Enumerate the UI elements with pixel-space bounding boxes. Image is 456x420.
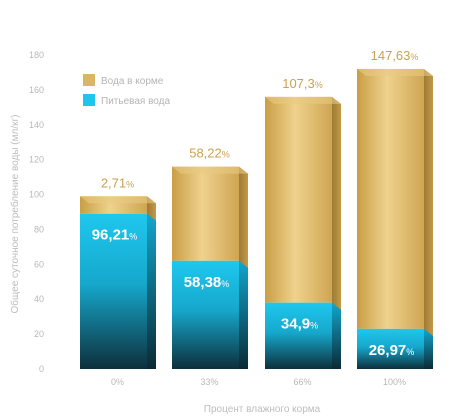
legend: Вода в корме Питьевая вода [83,74,170,107]
data-label-food-water: 107,3% [282,76,323,91]
bar-food-water-top [172,166,248,174]
bar-drinking-water [80,213,147,369]
data-label-drinking-water: 96,21% [92,227,138,244]
bar-group: 58,22% 58,38% [172,146,248,369]
bar-drinking-water-side [424,328,433,369]
y-tick-label: 0 [39,364,44,374]
bar-drinking-water-side [332,302,341,369]
bar-drinking-water [172,260,239,369]
data-label-food-water: 58,22% [189,146,230,161]
x-axis-ticks: 0% 33% 66% 100% [111,377,406,387]
data-label-food-water: 147,63% [371,48,419,63]
bar-group: 107,3% 34,9% [265,76,341,369]
y-tick-label: 140 [29,120,44,130]
y-tick-label: 80 [34,224,44,234]
bar-food-water [357,68,424,329]
bar-group: 147,63% 26,97% [357,48,433,369]
data-label-drinking-water: 34,9% [281,316,318,333]
legend-swatch-drinking-water [83,94,95,106]
y-tick-label: 20 [34,329,44,339]
y-axis-ticks: 0 20 40 60 80 100 120 140 160 180 [29,50,44,374]
data-label-food-water: 2,71% [101,175,134,190]
x-axis-title: Процент влажного корма [204,404,321,415]
bar-food-water-top [80,196,156,204]
x-tick-label: 66% [293,377,311,387]
bar-drinking-water-side [239,260,248,369]
bar-food-water-top [265,96,341,104]
y-tick-label: 100 [29,190,44,200]
y-tick-label: 40 [34,294,44,304]
bar-food-water-side [332,96,341,369]
bar-food-water-side [424,68,433,369]
y-tick-label: 180 [29,50,44,60]
bar-food-water-top [357,68,433,76]
bar-drinking-water-side [147,213,156,369]
y-axis-title: Общее суточное потребление воды (мл/кг) [9,115,21,314]
y-tick-label: 120 [29,155,44,165]
x-tick-label: 100% [383,377,406,387]
x-tick-label: 33% [200,377,218,387]
bar-drinking-water [357,328,424,369]
data-label-drinking-water: 58,38% [184,274,230,291]
data-label-drinking-water: 26,97% [369,342,415,359]
y-tick-label: 160 [29,85,44,95]
y-tick-label: 60 [34,259,44,269]
bar-group: 2,71% 96,21% [80,175,156,369]
bar-food-water [172,166,239,261]
legend-label-food-water: Вода в корме [101,76,164,87]
legend-swatch-food-water [83,74,95,86]
bar-food-water [265,96,332,303]
legend-label-drinking-water: Питьевая вода [101,96,170,107]
bar-drinking-water [265,302,332,369]
x-tick-label: 0% [111,377,124,387]
bars: 2,71% 96,21% 58,22% 58,38% 107,3% 34,9% 147,63… [80,48,433,369]
